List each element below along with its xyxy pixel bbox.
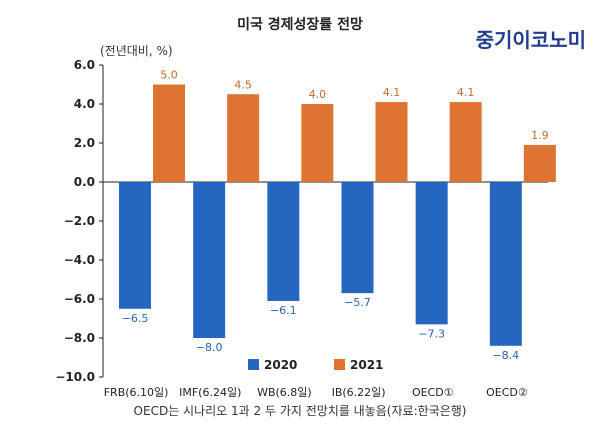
bars <box>119 84 556 346</box>
data-label-2020: −8.4 <box>492 349 519 362</box>
legend-label-2020: 2020 <box>264 358 297 372</box>
brand-logo: 중기이코노미 <box>475 28 586 52</box>
category-labels: FRB(6.10일) IMF(6.24일) WB(6.8일) IB(6.22일) OEC… <box>104 385 528 399</box>
bar-2021 <box>301 104 334 182</box>
data-label-2020: −6.5 <box>122 312 149 325</box>
data-label-2021: 4.0 <box>309 88 327 101</box>
data-label-2021: 4.1 <box>383 86 401 99</box>
y-tick-label: 4.0 <box>74 97 95 111</box>
footnote: OECD는 시나리오 1과 2 두 가지 전망치를 내놓음(자료:한국은행) <box>133 404 467 418</box>
y-tick-label: 0.0 <box>74 175 95 189</box>
legend-swatch-2021 <box>334 359 345 370</box>
bar-2020 <box>119 182 151 309</box>
data-labels: −6.5 5.0 −8.0 4.5 −6.1 4.0 −5.7 4.1 −7.3 4.1 −8.4 1… <box>122 69 549 362</box>
axes: 6.0 4.0 2.0 0.0 −2.0 −4.0 −6.0 −8.0 −10.0 <box>55 58 548 384</box>
y-tick-label: 6.0 <box>74 58 95 72</box>
bar-2021 <box>523 144 556 182</box>
bar-2020 <box>489 182 522 346</box>
y-tick-label: −8.0 <box>64 331 95 345</box>
chart-title: 미국 경제성장률 전망 <box>237 17 363 33</box>
data-label-2021: 5.0 <box>160 69 178 82</box>
category-label: FRB(6.10일) <box>104 385 169 399</box>
y-tick-label: 2.0 <box>74 136 95 150</box>
y-tick-label: −10.0 <box>55 370 95 384</box>
y-tick-label: −6.0 <box>64 292 95 306</box>
bar-2021 <box>449 102 482 182</box>
data-label-2021: 4.5 <box>234 78 252 91</box>
y-tick-label: −2.0 <box>64 214 95 228</box>
category-label: IMF(6.24일) <box>179 385 241 399</box>
bar-2021 <box>227 94 260 182</box>
bar-2020 <box>415 182 448 325</box>
data-label-2020: −6.1 <box>270 304 297 317</box>
bar-2020 <box>267 182 300 301</box>
legend-swatch-2020 <box>248 359 259 370</box>
legend: 2020 2021 <box>248 358 383 372</box>
bar-2021 <box>153 84 185 182</box>
bar-2020 <box>193 182 226 338</box>
category-label: OECD① <box>412 386 454 399</box>
y-axis-unit-label: (전년대비, %) <box>100 44 173 58</box>
y-tick-label: −4.0 <box>64 253 95 267</box>
category-label: IB(6.22일) <box>332 385 386 399</box>
data-label-2020: −5.7 <box>344 296 371 309</box>
bar-2020 <box>341 182 374 294</box>
legend-label-2021: 2021 <box>350 358 383 372</box>
category-label: WB(6.8일) <box>257 385 312 399</box>
bar-2021 <box>375 102 408 182</box>
data-label-2021: 1.9 <box>531 129 549 142</box>
data-label-2020: −7.3 <box>418 327 445 340</box>
data-label-2020: −8.0 <box>196 341 223 354</box>
category-label: OECD② <box>486 386 528 399</box>
data-label-2021: 4.1 <box>457 86 475 99</box>
